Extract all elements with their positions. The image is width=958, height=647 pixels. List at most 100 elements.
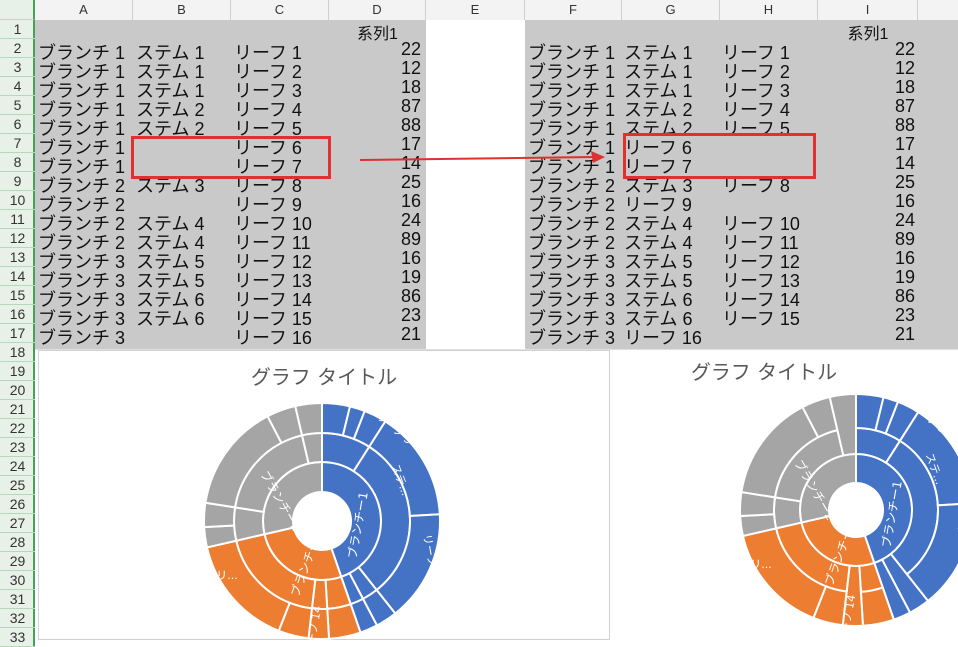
row-header-15[interactable]: 15 [0, 286, 35, 305]
right_table-cell[interactable]: ブランチ 2 [528, 214, 616, 234]
left_table-cell[interactable]: 16 [400, 191, 421, 211]
sunburst-chart-left[interactable]: グラフ タイトル ブランチー1 ブランチー2 ブランチー3 ステ... リーフ 4 リーフ… [38, 350, 610, 641]
left_table-cell[interactable]: リーフ 15 [234, 309, 312, 329]
left_table-cell[interactable]: リーフ 5 [234, 119, 302, 139]
left_table-cell[interactable]: 24 [400, 210, 421, 230]
left_table-cell[interactable]: ステム 1 [136, 62, 205, 82]
row-header-4[interactable]: 4 [0, 77, 35, 96]
left_table-cell[interactable]: リーフ 7 [234, 157, 302, 177]
row-header-23[interactable]: 23 [0, 438, 35, 457]
left_table-cell[interactable]: ブランチ 1 [38, 157, 126, 177]
right_table-cell[interactable]: リーフ 2 [722, 62, 790, 82]
left_table-cell[interactable]: 22 [400, 39, 421, 59]
left_table-cell[interactable]: リーフ 16 [234, 328, 312, 348]
right_table-cell[interactable]: ステム 5 [624, 271, 693, 291]
column-header-e[interactable]: E [426, 0, 525, 20]
right_table-cell[interactable]: ブランチ 1 [528, 62, 616, 82]
right_table-cell[interactable]: ブランチ 1 [528, 119, 616, 139]
right_table-cell[interactable]: ステム 4 [624, 233, 693, 253]
row-header-29[interactable]: 29 [0, 552, 35, 571]
left_table-cell[interactable]: ブランチ 1 [38, 43, 126, 63]
left_table-cell[interactable]: 21 [400, 324, 421, 344]
left_table-cell[interactable]: ブランチ 2 [38, 214, 126, 234]
right_table-cell[interactable]: ステム 1 [624, 62, 693, 82]
left_table-cell[interactable]: 18 [400, 77, 421, 97]
right_table-cell[interactable]: 24 [894, 210, 915, 230]
leaf-segment[interactable] [294, 401, 323, 437]
row-header-32[interactable]: 32 [0, 609, 35, 628]
row-header-27[interactable]: 27 [0, 514, 35, 533]
right_table-cell[interactable]: 87 [894, 96, 915, 116]
right_table-cell[interactable]: ステム 1 [624, 43, 693, 63]
left_table-cell[interactable]: ステム 2 [136, 100, 205, 120]
row-header-1[interactable]: 1 [0, 20, 35, 39]
chart-title-left[interactable]: グラフ タイトル [250, 365, 398, 389]
cell-grid[interactable]: 系列1 系列1 ブランチ 1 ステム 1 リーフ 1 22 ブランチ 1 ステム 1 リーフ… [35, 20, 958, 647]
left_table-cell[interactable]: リーフ 1 [234, 43, 302, 63]
left-series-header[interactable]: 系列1 [357, 26, 398, 43]
left_table-cell[interactable]: ステム 6 [136, 309, 205, 329]
left_table-cell[interactable]: リーフ 3 [234, 81, 302, 101]
left_table-cell[interactable]: ブランチ 3 [38, 328, 126, 348]
left_table-cell[interactable]: リーフ 4 [234, 100, 302, 120]
right_table-cell[interactable]: リーフ 11 [722, 233, 799, 253]
right_table-cell[interactable]: 14 [894, 153, 915, 173]
left_table-cell[interactable]: 23 [400, 305, 421, 325]
left_table-cell[interactable]: ブランチ 3 [38, 309, 126, 329]
right_table-cell[interactable]: ブランチ 1 [528, 81, 616, 101]
left_table-cell[interactable]: リーフ 9 [234, 195, 302, 215]
left_table-cell[interactable]: ステム 6 [136, 290, 205, 310]
right_table-cell[interactable]: 23 [894, 305, 915, 325]
right_table-cell[interactable]: 12 [894, 58, 915, 78]
right_table-cell[interactable]: ステム 3 [624, 176, 693, 196]
right_table-cell[interactable]: リーフ 4 [722, 100, 790, 120]
row-header-25[interactable]: 25 [0, 476, 35, 495]
right_table-cell[interactable]: リーフ 7 [624, 157, 692, 177]
row-header-14[interactable]: 14 [0, 267, 35, 286]
right_table-cell[interactable]: ブランチ 3 [528, 309, 616, 329]
row-header-5[interactable]: 5 [0, 96, 35, 115]
left_table-cell[interactable]: ブランチ 1 [38, 100, 126, 120]
chart-title-right[interactable]: グラフ タイトル [690, 360, 838, 384]
left_table-cell[interactable]: 88 [400, 115, 421, 135]
right_table-cell[interactable]: ブランチ 3 [528, 328, 616, 348]
column-header-f[interactable]: F [525, 0, 622, 20]
right_table-cell[interactable]: 21 [894, 324, 915, 344]
left_table-cell[interactable]: 14 [400, 153, 421, 173]
leaf-segment[interactable] [898, 410, 958, 507]
column-header-a[interactable]: A [35, 0, 133, 20]
row-header-22[interactable]: 22 [0, 419, 35, 438]
right_table-cell[interactable]: リーフ 16 [624, 328, 702, 348]
right_table-cell[interactable]: リーフ 5 [722, 119, 790, 139]
right_table-cell[interactable]: リーフ 14 [722, 290, 800, 310]
left_table-cell[interactable]: ブランチ 1 [38, 62, 126, 82]
right_table-cell[interactable]: リーフ 15 [722, 309, 800, 329]
left_table-cell[interactable]: ステム 1 [136, 81, 205, 101]
left_table-cell[interactable]: ブランチ 1 [38, 138, 126, 158]
left_table-cell[interactable]: ステム 4 [136, 214, 205, 234]
right_table-cell[interactable]: ステム 5 [624, 252, 693, 272]
right_table-cell[interactable]: ブランチ 3 [528, 252, 616, 272]
column-header-g[interactable]: G [622, 0, 720, 20]
right_table-cell[interactable]: ブランチ 3 [528, 290, 616, 310]
right_table-cell[interactable]: リーフ 3 [722, 81, 790, 101]
row-header-21[interactable]: 21 [0, 400, 35, 419]
left_table-cell[interactable]: 89 [400, 229, 421, 249]
leaf-segment[interactable] [828, 392, 857, 457]
row-header-13[interactable]: 13 [0, 248, 35, 267]
right_table-cell[interactable]: ブランチ 3 [528, 271, 616, 291]
right_table-cell[interactable]: ブランチ 1 [528, 100, 616, 120]
right_table-cell[interactable]: 86 [894, 286, 915, 306]
left_table-cell[interactable]: 12 [400, 58, 421, 78]
right_table-cell[interactable]: ステム 4 [624, 214, 693, 234]
right_table-cell[interactable]: ブランチ 2 [528, 195, 616, 215]
column-header-b[interactable]: B [133, 0, 231, 20]
left_table-cell[interactable]: ステム 1 [136, 43, 205, 63]
left_table-cell[interactable]: ブランチ 1 [38, 81, 126, 101]
right_table-cell[interactable]: 89 [894, 229, 915, 249]
left_table-cell[interactable]: ステム 4 [136, 233, 205, 253]
left_table-cell[interactable]: ブランチ 3 [38, 252, 126, 272]
left_table-cell[interactable]: ブランチ 2 [38, 176, 126, 196]
left_table-cell[interactable]: ステム 5 [136, 271, 205, 291]
